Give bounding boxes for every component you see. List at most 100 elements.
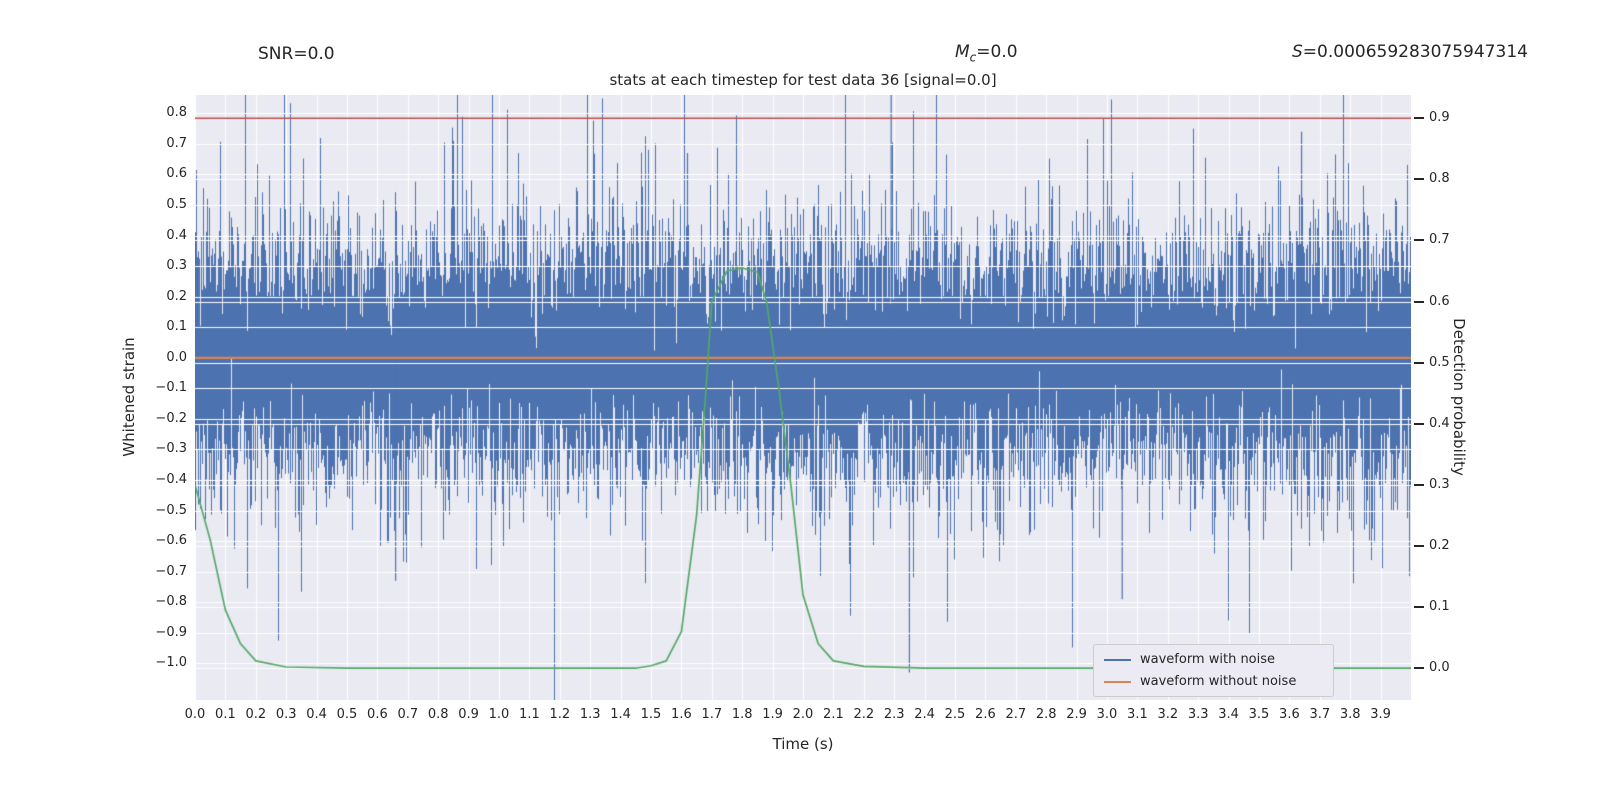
chirp-mass-symbol: M [955,42,970,62]
x-tick-label: 2.4 [914,707,935,722]
x-tick-label: 1.1 [519,707,540,722]
x-tick-label: 0.0 [184,707,206,722]
x-tick-label: 3.0 [1096,707,1118,722]
y-tick-label-left: −0.7 [155,563,187,579]
x-tick-label: 1.0 [488,707,510,722]
chirp-mass-value: =0.0 [976,42,1018,62]
y-tick-label-right: 0.4 [1429,415,1450,431]
y-tick-mark-right [1414,545,1424,547]
y-tick-label-left: 0.5 [166,197,187,212]
y-tick-label-left: 0.2 [166,288,187,304]
legend-line-orange [1104,680,1131,683]
legend: waveform with noise waveform without noi… [1093,644,1334,697]
y-tick-label-left: −0.5 [155,502,187,518]
x-tick-label: 1.2 [549,707,571,722]
x-tick-label: 0.4 [306,707,327,722]
y-tick-label-right: 0.2 [1429,538,1450,553]
y-tick-label-left: −0.1 [155,380,187,396]
right-axis-label: Detection probability [1450,318,1468,476]
x-tick-label: 1.3 [579,707,601,722]
y-tick-mark-right [1414,483,1424,486]
y-tick-label-left: 0.6 [166,166,187,182]
y-tick-label-left: −0.4 [155,472,187,487]
y-tick-label-right: 0.1 [1429,599,1450,615]
legend-label: waveform with noise [1140,652,1276,667]
legend-line-blue [1104,658,1131,661]
x-tick-label: 0.3 [275,707,297,722]
y-tick-label-left: −0.2 [155,410,187,426]
x-tick-label: 2.9 [1066,707,1087,722]
x-tick-label: 1.7 [701,707,723,722]
y-tick-label-right: 0.7 [1429,232,1450,248]
y-tick-label-left: −0.9 [155,624,187,640]
x-tick-label: 3.7 [1309,707,1331,722]
legend-entry-noise: waveform with noise [1104,652,1323,667]
x-tick-label: 1.6 [671,707,692,722]
y-tick-label-right: 0.8 [1429,171,1450,187]
x-tick-label: 1.9 [762,707,783,722]
x-tick-label: 2.3 [883,707,905,722]
x-tick-label: 3.6 [1279,707,1300,722]
x-tick-label: 2.5 [944,707,966,722]
x-tick-label: 3.3 [1187,707,1209,722]
legend-entry-clean: waveform without noise [1104,674,1323,689]
x-tick-label: 2.1 [823,707,844,722]
x-tick-label: 2.8 [1035,707,1057,722]
x-tick-label: 0.8 [427,707,449,722]
y-tick-label-right: 0.3 [1429,476,1450,492]
y-tick-label-left: −0.3 [155,441,187,457]
y-tick-label-right: 0.9 [1429,110,1450,126]
legend-label: waveform without noise [1140,674,1297,689]
left-axis-label: Whitened strain [120,337,138,457]
x-tick-label: 2.2 [853,707,875,722]
x-tick-label: 2.0 [792,707,814,722]
y-tick-mark-right [1414,117,1424,120]
x-tick-label: 1.5 [640,707,662,722]
y-tick-label-left: 0.4 [166,227,187,243]
x-tick-label: 2.6 [975,707,996,722]
y-tick-label-left: 0.7 [166,135,187,151]
s-stat-symbol: S [1292,42,1303,62]
s-stat-value: =0.000659283075947314 [1302,42,1528,62]
x-tick-label: 0.6 [367,707,388,722]
x-tick-label: 3.8 [1339,707,1361,722]
x-tick-label: 1.8 [731,707,753,722]
x-tick-label: 3.2 [1157,707,1179,722]
y-tick-label-left: 0.0 [166,349,187,365]
y-tick-mark-right [1414,361,1424,364]
chirp-mass-label: Mc=0.0 [955,42,1018,64]
x-tick-label: 0.5 [336,707,358,722]
x-tick-label: 3.4 [1218,707,1239,722]
plot-canvas [195,95,1411,700]
y-tick-label-left: −0.6 [155,533,187,549]
x-tick-label: 0.7 [397,707,419,722]
x-axis-label: Time (s) [772,735,834,753]
x-tick-label: 0.9 [458,707,479,722]
chirp-mass-subscript: c [969,50,977,65]
x-tick-label: 2.7 [1005,707,1027,722]
x-tick-label: 3.1 [1127,707,1148,722]
x-tick-label: 0.1 [215,707,236,722]
x-tick-label: 3.5 [1248,707,1270,722]
plot-area [195,95,1411,700]
y-tick-label-left: 0.3 [166,258,187,274]
x-tick-label: 1.4 [610,707,631,722]
y-tick-label-left: 0.1 [166,319,187,335]
chart-title: stats at each timestep for test data 36 … [609,71,997,89]
y-tick-mark-right [1414,606,1424,609]
y-tick-label-right: 0.6 [1429,293,1450,309]
x-tick-label: 3.9 [1370,707,1391,722]
y-tick-mark-right [1414,667,1424,670]
y-tick-label-left: −1.0 [155,655,187,671]
y-tick-label-left: −0.8 [155,594,187,610]
y-tick-mark-right [1414,300,1424,303]
snr-label: SNR=0.0 [258,44,335,64]
y-tick-label-right: 0.0 [1429,660,1450,676]
y-tick-label-right: 0.5 [1429,354,1450,370]
y-tick-mark-right [1414,422,1424,425]
y-tick-label-left: 0.8 [166,105,187,121]
s-stat-label: S=0.000659283075947314 [1292,42,1528,62]
y-tick-mark-right [1414,178,1424,181]
x-tick-label: 0.2 [245,707,267,722]
